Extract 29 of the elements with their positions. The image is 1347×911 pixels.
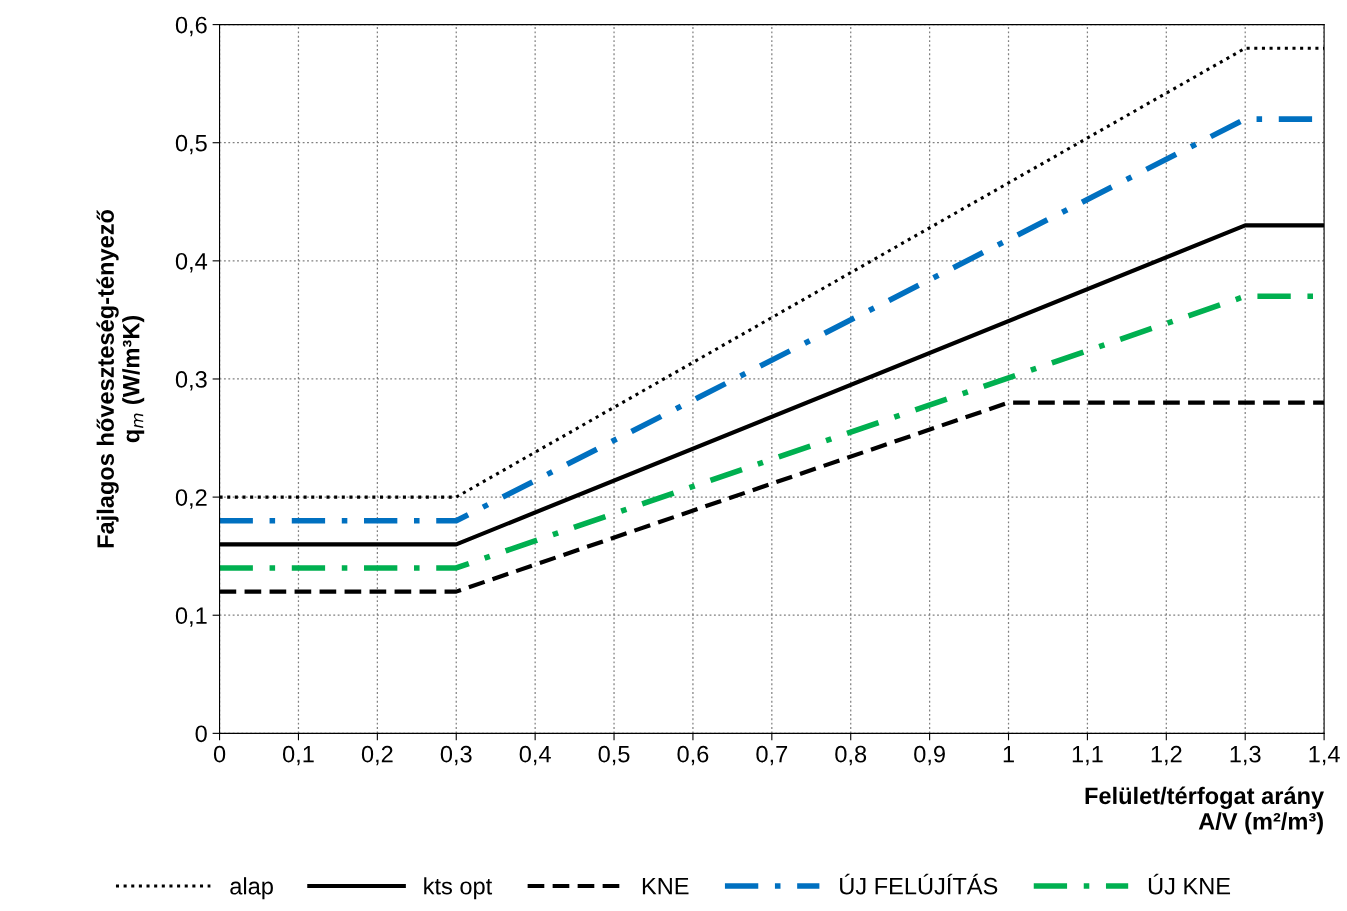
x-tick-label: 0,6 (677, 745, 709, 766)
y-tick-label: 0,1 (175, 607, 207, 627)
x-tick-label: 0,3 (440, 745, 472, 766)
x-tick-label: 1,3 (1230, 745, 1261, 766)
x-tick-label: 1 (1003, 746, 1014, 763)
y-tick-label: 0,2 (175, 489, 207, 509)
y-tick-label: 0,6 (175, 16, 207, 37)
legend-label: KNE (642, 878, 689, 895)
x-tick-label: 0,1 (282, 745, 314, 766)
x-tick-label: 1,4 (1309, 746, 1340, 766)
x-tick-label: 0 (213, 745, 226, 763)
y-axis-title: Fajlagos hőveszteség-tényező q$_{m}$ (W/m³K) (96, 209, 145, 548)
x-axis-title: Felület/térfogat arány A/V (m²/m³) (1085, 786, 1324, 835)
y-tick-label: 0,5 (175, 134, 207, 155)
legend-label: ÚJ FELÚJÍTÁS (840, 873, 998, 895)
x-tick-label: 0,5 (598, 745, 630, 766)
y-tick-label: 0,4 (175, 252, 208, 273)
y-tick-label: 0 (195, 725, 207, 743)
x-tick-label: 1,2 (1151, 745, 1182, 766)
x-tick-label: 0,4 (519, 745, 551, 766)
x-tick-label: 0,7 (756, 745, 788, 766)
x-tick-label: 0,8 (835, 745, 867, 766)
x-tick-label: 0,9 (914, 745, 945, 766)
legend-label: ÚJ KNE (1148, 873, 1231, 895)
x-tick-label: 1,1 (1072, 746, 1103, 766)
y-tick-label: 0,3 (175, 371, 207, 391)
legend-label: alap (230, 877, 273, 900)
x-tick-label: 0,2 (361, 745, 393, 766)
legend-label: kts opt (424, 877, 493, 900)
